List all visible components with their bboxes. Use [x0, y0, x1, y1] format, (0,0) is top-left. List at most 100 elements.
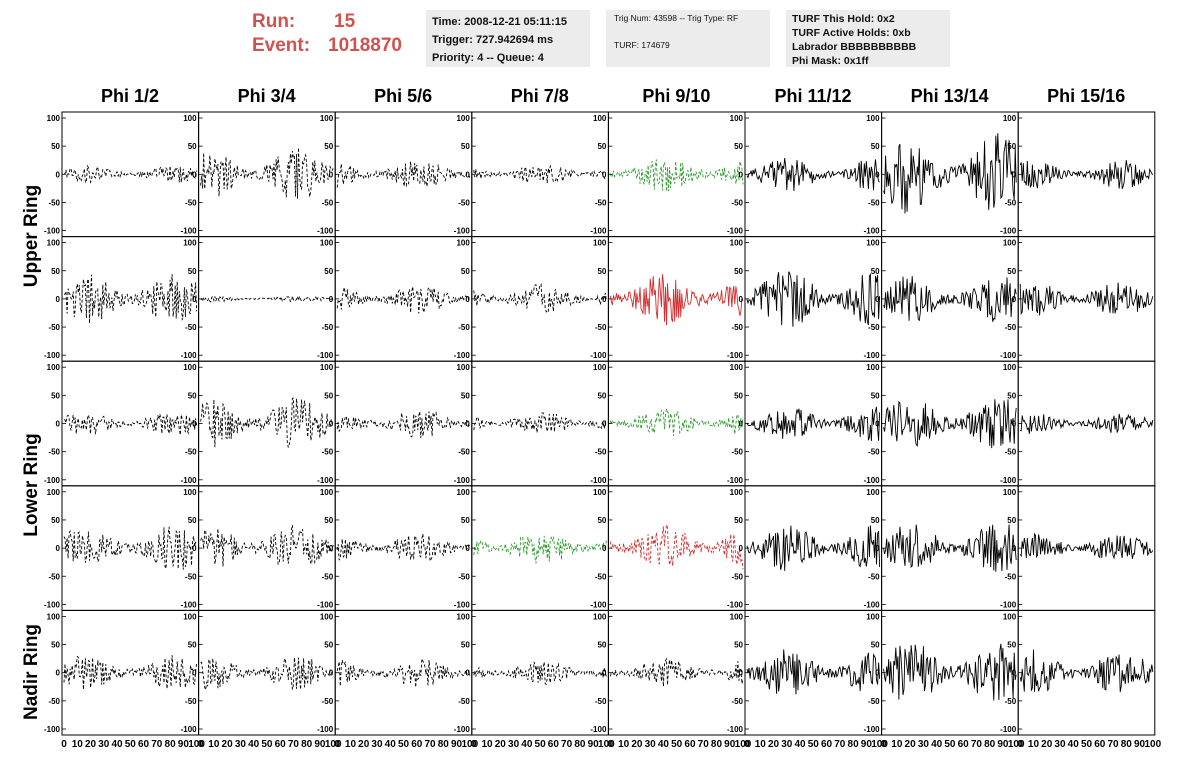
waveform-panel: 100 50 0 -50 -100 [590, 236, 746, 362]
y-tick-label: 100 [730, 488, 744, 497]
y-tick-label: 50 [51, 516, 60, 525]
y-tick-label: 100 [1003, 488, 1017, 497]
y-tick-label: 50 [1007, 641, 1016, 650]
y-tick-label: 50 [324, 516, 333, 525]
y-tick-label: 50 [461, 391, 470, 400]
y-tick-label: -50 [595, 572, 607, 581]
x-tick-label: 10 [755, 739, 767, 750]
x-tick-label: 30 [371, 739, 383, 750]
y-tick-label: 0 [875, 420, 880, 429]
y-tick-label: 0 [1012, 669, 1017, 678]
waveform-trace [473, 283, 607, 314]
waveform-trace [200, 294, 334, 303]
x-tick-label: 60 [275, 739, 287, 750]
y-tick-label: -50 [1005, 448, 1017, 457]
turf-info-box: TURF This Hold: 0x2 TURF Active Holds: 0… [786, 10, 950, 67]
y-tick-label: -50 [458, 572, 470, 581]
y-tick-label: 100 [183, 612, 197, 621]
y-tick-label: 50 [597, 516, 606, 525]
x-tick-label: 0 [1017, 739, 1023, 750]
y-tick-label: 50 [324, 641, 333, 650]
y-tick-label: -100 [727, 476, 744, 485]
y-tick-label: -100 [44, 227, 61, 236]
y-tick-label: 0 [192, 669, 197, 678]
waveform-trace [63, 655, 198, 690]
waveform-panel: 100 50 0 -50 -100 [1000, 111, 1156, 238]
waveform-panel: 100 50 0 -50 -100 [181, 609, 336, 736]
waveform-trace [883, 643, 1017, 701]
column-header: Phi 9/10 [642, 86, 711, 106]
y-tick-label: -50 [322, 198, 334, 207]
y-tick-label: -100 [44, 600, 61, 609]
y-tick-label: -100 [317, 725, 334, 734]
y-tick-label: 100 [456, 239, 470, 248]
x-tick-label: 60 [684, 739, 696, 750]
y-tick-label: 0 [56, 544, 61, 553]
x-tick-label: 100 [871, 739, 888, 750]
waveform-panel: 100 50 0 -50 -100 [864, 360, 1019, 487]
y-tick-label: -100 [590, 600, 607, 609]
y-tick-label: -100 [181, 227, 198, 236]
y-tick-label: -100 [44, 476, 61, 485]
x-tick-label: 10 [891, 739, 903, 750]
waveform-trace [336, 286, 470, 314]
y-tick-label: 50 [324, 142, 333, 151]
waveform-trace [609, 524, 744, 570]
waveform-trace [746, 157, 880, 192]
x-tick-label: 20 [358, 739, 370, 750]
phi-mask-text: Phi Mask: 0x1ff [792, 55, 869, 67]
x-tick-label: 10 [481, 739, 493, 750]
y-tick-label: -100 [44, 725, 61, 734]
trig-num-text: Trig Num: 43598 -- Trig Type: RF [614, 13, 739, 23]
y-tick-label: 100 [866, 488, 880, 497]
y-tick-label: 0 [465, 295, 470, 304]
y-tick-label: -100 [590, 725, 607, 734]
y-tick-label: 0 [56, 669, 61, 678]
y-tick-label: -50 [48, 323, 60, 332]
x-tick-label: 0 [608, 739, 614, 750]
waveform-panel: 100 50 0 -50 -100 [590, 360, 746, 487]
y-tick-label: 50 [51, 267, 60, 276]
waveform-panel: 100 50 0 -50 -100 [864, 609, 1019, 736]
column-header: Phi 13/14 [910, 86, 989, 106]
x-tick-label: 20 [1041, 739, 1053, 750]
waveform-panel: 100 50 0 -50 -100 [1000, 360, 1156, 487]
y-tick-label: 100 [456, 488, 470, 497]
x-tick-label: 90 [1134, 739, 1146, 750]
waveform-panel: 100 50 0 -50 -100 [864, 111, 1019, 238]
waveform-panel: 100 50 0 -50 -100 [454, 360, 609, 487]
y-tick-label: 0 [875, 669, 880, 678]
y-tick-label: 100 [593, 239, 607, 248]
y-tick-label: 50 [597, 391, 606, 400]
y-tick-label: -100 [590, 351, 607, 360]
x-tick-label: 30 [235, 739, 247, 750]
y-tick-label: 50 [51, 391, 60, 400]
waveform-panel: 100 50 0 -50 -100 [44, 360, 200, 487]
run-event-header: Run: 15 Event: 1018870 [252, 10, 402, 58]
y-tick-label: 0 [1012, 420, 1017, 429]
y-tick-label: 50 [871, 516, 880, 525]
y-tick-label: 100 [183, 239, 197, 248]
x-tick-label: 70 [151, 739, 163, 750]
waveform-trace [746, 525, 881, 571]
y-tick-label: 0 [739, 669, 744, 678]
y-tick-label: 100 [183, 488, 197, 497]
waveform-trace [63, 274, 198, 324]
waveform-trace [883, 276, 1017, 322]
y-tick-label: 100 [730, 363, 744, 372]
y-tick-label: 100 [866, 612, 880, 621]
x-tick-label: 100 [735, 739, 752, 750]
y-tick-label: 0 [875, 544, 880, 553]
y-tick-label: -100 [727, 600, 744, 609]
y-tick-label: 50 [461, 142, 470, 151]
waveform-trace [63, 413, 198, 435]
x-tick-label: 40 [385, 739, 397, 750]
x-tick-label: 60 [548, 739, 560, 750]
waveform-panel: 100 50 0 -50 -100 [1000, 485, 1156, 611]
x-tick-label: 40 [1068, 739, 1080, 750]
panel-frame [1017, 485, 1156, 611]
waveform-trace [336, 658, 471, 688]
y-tick-label: -50 [731, 572, 743, 581]
panel-frame [198, 485, 336, 611]
x-tick-label: 0 [744, 739, 750, 750]
